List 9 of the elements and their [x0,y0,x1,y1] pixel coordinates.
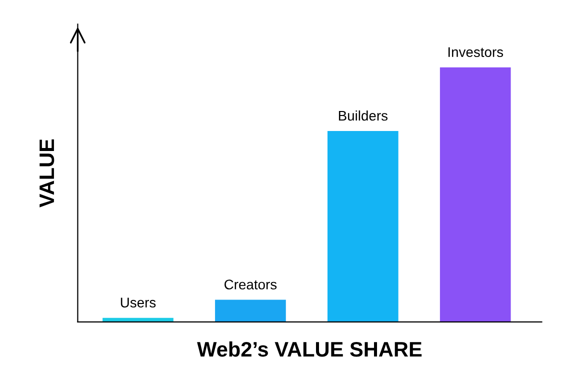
bar [327,131,398,322]
y-axis-title: VALUE [40,139,54,208]
x-tick-label: Users [120,298,156,308]
x-tick-label: Creators [224,280,277,290]
x-tick-label: Investors [448,47,504,58]
x-axis-title: Web2’s VALUE SHARE [197,341,422,357]
bar [440,67,511,322]
bar [215,300,286,322]
x-tick-label: Builders [338,110,388,121]
